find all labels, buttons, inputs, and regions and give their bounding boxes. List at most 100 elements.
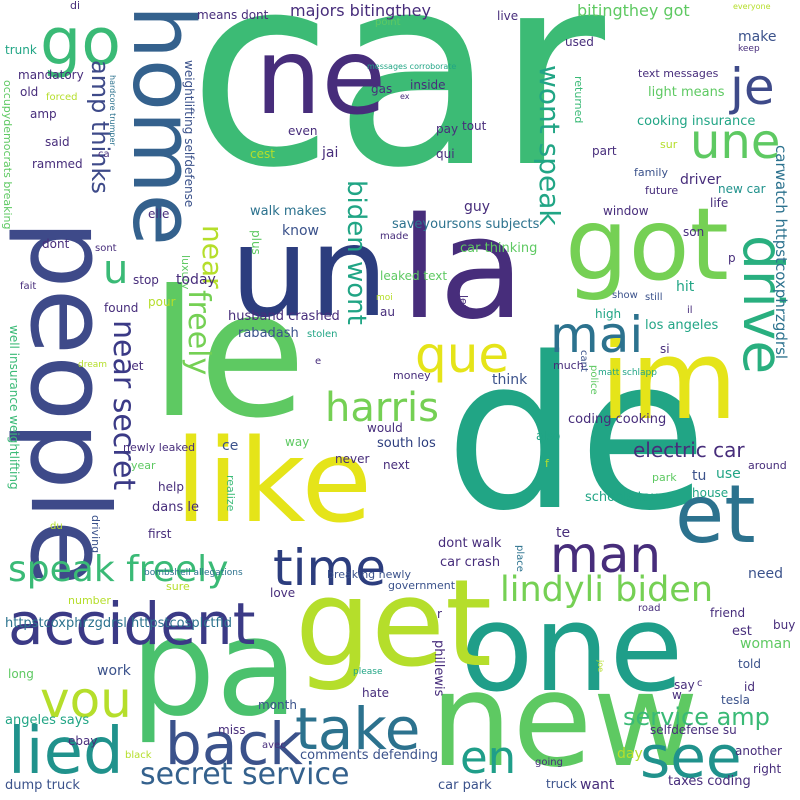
word-im: im [600, 316, 738, 444]
word-son: son [683, 225, 705, 239]
word-new-car: new car [718, 182, 766, 196]
word-le: le [150, 254, 307, 457]
word-r: r [437, 607, 442, 621]
word-newly-leaked: newly leaked [123, 441, 196, 454]
word-first: first [148, 527, 172, 541]
word-driver: driver [680, 172, 722, 188]
word-near-secret: near secret [106, 320, 141, 491]
word-bitingthey-got: bitingthey got [577, 1, 690, 20]
word-month: month [258, 698, 297, 712]
word-returned: returned [572, 76, 585, 124]
word-high: high [595, 307, 622, 321]
word-part: part [592, 144, 617, 158]
word-wont-speak: wont speak [533, 65, 566, 226]
word-et: et [675, 468, 756, 561]
word-time: time [273, 539, 386, 597]
word-carwatch: carwatch httpstcoxphrzgdrsl [772, 145, 790, 360]
word-car: car [188, 0, 606, 226]
word-phillewis: phillewis [431, 640, 446, 697]
word-hardcore-trumper: hardcore trumper [108, 75, 117, 146]
word-point: point [375, 17, 401, 28]
word-guy: guy [464, 199, 491, 215]
word-need: need [748, 566, 783, 582]
word-help: help [158, 480, 184, 494]
word-httpstco-pair: httpstcoxphrzgdrsl httpstcosplctfid [5, 616, 232, 631]
word-e: e [315, 356, 322, 367]
word-id: id [744, 680, 755, 694]
word-said: said [45, 135, 70, 149]
word-live: live [497, 9, 519, 23]
word-next: next [383, 458, 410, 472]
word-keep: keep [738, 44, 760, 54]
word-going: going [535, 757, 563, 768]
word-cest: cest [250, 147, 275, 161]
word-car-park: car park [438, 778, 492, 793]
word-miss: miss [218, 723, 246, 737]
word-matt-schlapp: matt schlapp [598, 368, 657, 378]
word-people: people [6, 220, 131, 587]
word-que: que [415, 326, 510, 384]
word-house: house [692, 486, 729, 500]
word-stolen: stolen [307, 329, 338, 340]
word-friend: friend [710, 606, 746, 620]
word-w: w [672, 688, 682, 702]
word-old: old [20, 85, 39, 99]
word-sur: sur [660, 138, 678, 151]
word-make: make [738, 29, 777, 45]
word-la: la [400, 188, 525, 351]
word-tout: tout [462, 119, 487, 133]
word-long: long [8, 667, 34, 681]
word-est: est [732, 624, 752, 639]
word-stop: stop [133, 273, 159, 287]
word-taxes-coding: taxes coding [668, 774, 751, 789]
word-government: government [388, 579, 456, 592]
word-freely: freely [181, 290, 216, 376]
word-ne: ne [255, 16, 387, 138]
word-driving: driving [89, 515, 102, 554]
word-work: work [97, 663, 131, 679]
word-elle: elle [148, 207, 170, 221]
word-road: road [638, 603, 661, 614]
word-amp: amp [30, 107, 57, 121]
word-made: made [380, 231, 409, 242]
word-dream: dream [78, 360, 108, 370]
word-gas: gas [371, 82, 393, 96]
word-like: like [175, 415, 373, 549]
word-lied: lied [8, 715, 124, 789]
word-si: si [660, 342, 670, 356]
word-pa: pa [130, 589, 299, 746]
word-electric-car: electric car [633, 438, 745, 462]
word-car-crash: car crash [440, 555, 501, 570]
word-future: future [645, 184, 679, 197]
word-right: right [753, 762, 782, 776]
word-new: new [430, 644, 699, 796]
word-p: p [728, 251, 736, 265]
word-en: en [460, 731, 517, 784]
word-ebay: ebay [68, 734, 98, 748]
word-majors-bitingthey: majors bitingthey [290, 1, 431, 20]
word-ex: ex [400, 92, 410, 101]
word-used: used [565, 35, 594, 49]
word-secret-service: secret service [140, 757, 350, 792]
word-dump-truck: dump truck [5, 778, 80, 793]
word-go: go [40, 5, 122, 80]
word-avec: avec [262, 740, 286, 751]
word-show: show [612, 290, 638, 301]
word-get: get [295, 555, 493, 694]
word-vou: vou [40, 671, 132, 729]
word-one: one [460, 580, 684, 719]
word-inside: inside [410, 78, 446, 92]
word-told: told [738, 657, 761, 671]
word-occupydemocrats-breaking: occupydemocrats breaking [1, 80, 14, 230]
word-u: u [103, 247, 129, 293]
word-bombshell-allegations: bombshell allegations [144, 568, 243, 578]
word-lindyli-biden: lindyli biden [500, 570, 714, 610]
word-want: want [580, 777, 615, 793]
word-di: di [70, 0, 81, 12]
word-see: see [640, 723, 742, 791]
word-coding-cooking: coding cooking [568, 412, 667, 427]
word-biden-wont: biden wont [341, 180, 371, 325]
word-well-insurance-weightlifting: well insurance weightlifting [7, 325, 21, 490]
word-un: un [230, 200, 389, 345]
